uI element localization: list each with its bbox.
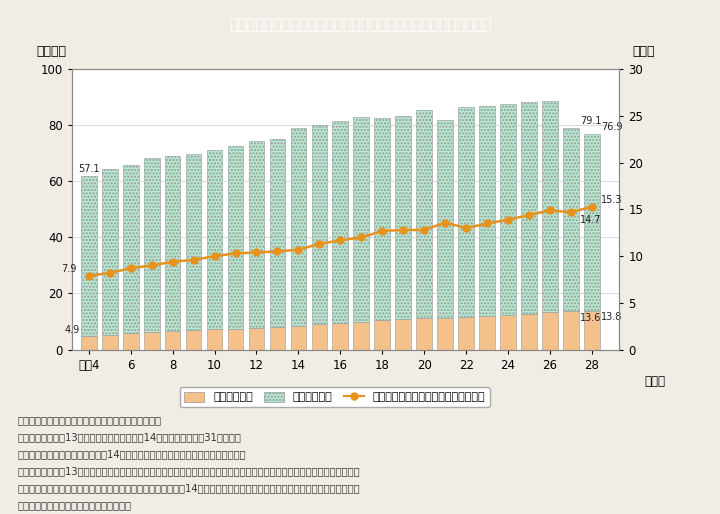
Bar xyxy=(437,318,453,350)
Bar xyxy=(144,158,160,332)
Bar xyxy=(354,117,369,322)
Text: （％）: （％） xyxy=(632,45,654,58)
Bar xyxy=(248,327,264,350)
Text: 14.7: 14.7 xyxy=(580,215,602,225)
Bar xyxy=(584,311,600,350)
Bar xyxy=(395,319,411,350)
Bar xyxy=(269,327,285,350)
Text: 76.9: 76.9 xyxy=(601,122,623,132)
Bar xyxy=(81,176,96,336)
Bar xyxy=(81,336,96,350)
Bar xyxy=(102,169,117,335)
Bar xyxy=(228,328,243,350)
Text: （年）: （年） xyxy=(644,375,666,388)
Bar xyxy=(437,120,453,318)
Bar xyxy=(228,146,243,328)
Bar xyxy=(542,313,558,350)
Bar xyxy=(123,164,138,333)
Bar xyxy=(459,107,474,317)
Bar xyxy=(312,324,328,350)
Text: 79.1: 79.1 xyxy=(580,116,602,126)
Bar xyxy=(521,314,537,350)
Bar xyxy=(186,154,202,331)
Text: 13.6: 13.6 xyxy=(580,313,602,323)
Bar xyxy=(165,332,181,350)
Text: ３．平成７年，９年及び14年に調査対象や標本設計等が変更されている。: ３．平成７年，９年及び14年に調査対象や標本設計等が変更されている。 xyxy=(18,449,246,459)
Text: 分して算出した人数とし，大学等は実数を計上。14年以降は全機関について実数で計上されていることから，時: 分して算出した人数とし，大学等は実数を計上。14年以降は全機関について実数で計上… xyxy=(18,483,361,493)
Bar xyxy=(165,156,181,332)
Bar xyxy=(459,317,474,350)
Bar xyxy=(374,118,390,320)
Bar xyxy=(416,319,432,350)
Bar xyxy=(521,102,537,314)
Bar xyxy=(480,316,495,350)
Bar xyxy=(354,322,369,350)
Bar xyxy=(333,323,348,350)
Text: 系列比較には留意を要する。: 系列比較には留意を要する。 xyxy=(18,500,132,510)
Bar xyxy=(480,106,495,316)
Legend: 女性研究者数, 男性研究者数, 研究者に占める女性の割合（右目盛）: 女性研究者数, 男性研究者数, 研究者に占める女性の割合（右目盛） xyxy=(180,387,490,407)
Bar xyxy=(416,109,432,319)
Text: Ｉ－５－６図　女性研究者数及び研究者に占める女性の割合の推移: Ｉ－５－６図 女性研究者数及び研究者に占める女性の割合の推移 xyxy=(229,17,491,32)
Bar xyxy=(563,128,579,311)
Text: 57.1: 57.1 xyxy=(78,163,99,174)
Text: ２．平成13年までは各年４月１日，14年以降は各年３月31日現在。: ２．平成13年までは各年４月１日，14年以降は各年３月31日現在。 xyxy=(18,432,242,442)
Bar xyxy=(144,332,160,350)
Bar xyxy=(207,150,222,329)
Bar xyxy=(500,315,516,350)
Bar xyxy=(291,128,306,326)
Text: 7.9: 7.9 xyxy=(60,264,76,274)
Bar xyxy=(584,134,600,311)
Bar xyxy=(102,335,117,350)
Text: ４．平成13年までの研究者数は，企業及び非営利団体・公的機関については実際に研究関係業務に従事した割合で按: ４．平成13年までの研究者数は，企業及び非営利団体・公的機関については実際に研究… xyxy=(18,466,361,476)
Text: 4.9: 4.9 xyxy=(64,325,79,335)
Text: 13.8: 13.8 xyxy=(601,313,623,322)
Bar xyxy=(563,311,579,350)
Bar xyxy=(333,121,348,323)
Bar xyxy=(269,139,285,327)
Bar xyxy=(207,329,222,350)
Bar xyxy=(542,101,558,313)
Text: （備考）１．総務省「科学技術研究調査」より作成。: （備考）１．総務省「科学技術研究調査」より作成。 xyxy=(18,415,162,425)
Bar xyxy=(123,333,138,350)
Bar xyxy=(186,331,202,350)
Bar xyxy=(374,320,390,350)
Bar xyxy=(312,125,328,324)
Text: 15.3: 15.3 xyxy=(601,195,623,205)
Bar xyxy=(500,103,516,315)
Bar xyxy=(395,116,411,319)
Text: （万人）: （万人） xyxy=(37,45,66,58)
Bar xyxy=(291,326,306,350)
Bar xyxy=(248,141,264,327)
